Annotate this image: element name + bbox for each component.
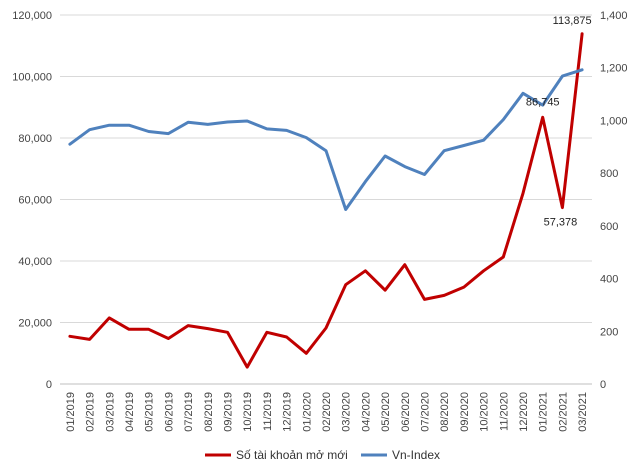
left-tick-label: 120,000: [12, 10, 52, 22]
series-line-vn-index: [68, 68, 584, 211]
x-tick-label: 03/2019: [104, 392, 116, 432]
series-lines: [68, 32, 584, 369]
x-tick-label: 01/2021: [538, 392, 550, 432]
data-label: 86,745: [526, 96, 560, 108]
gridlines: [60, 14, 592, 323]
x-axis: 01/2019 02/2019 03/2019 04/2019 05/2019 06/20…: [60, 383, 592, 432]
x-tick-label: 10/2019: [242, 392, 254, 432]
x-tick-label: 01/2019: [65, 392, 77, 432]
x-tick-label: 02/2020: [321, 392, 333, 432]
x-tick-label: 02/2021: [557, 392, 569, 432]
x-tick-label: 02/2019: [85, 392, 97, 432]
x-tick-label: 07/2020: [420, 392, 432, 432]
x-tick-label: 10/2020: [479, 392, 491, 432]
left-tick-label: 0: [46, 379, 52, 391]
x-tick-label: 05/2020: [380, 392, 392, 432]
x-tick-label: 12/2020: [518, 392, 530, 432]
series-line-new-accounts: [68, 32, 584, 369]
x-tick-label: 08/2020: [439, 392, 451, 432]
data-label: 57,378: [544, 217, 578, 229]
x-tick-label: 08/2019: [203, 392, 215, 432]
right-tick-label: 0: [600, 379, 606, 391]
left-y-axis: 0 20,000 40,000 60,000 80,000 100,000 120,000: [12, 10, 52, 391]
right-y-axis: 0 200 400 600 800 1,000 1,200 1,400: [600, 10, 628, 391]
left-tick-label: 100,000: [12, 72, 52, 84]
x-tick-label: 09/2019: [222, 392, 234, 432]
x-tick-label: 07/2019: [183, 392, 195, 432]
x-tick-label: 01/2020: [301, 392, 313, 432]
x-tick-label: 04/2019: [124, 392, 136, 432]
right-tick-label: 400: [600, 274, 618, 286]
data-label: 113,875: [553, 15, 592, 27]
x-tick-label: 09/2020: [459, 392, 471, 432]
legend: Số tài khoản mở mới Vn-Index: [205, 448, 440, 462]
left-tick-label: 40,000: [18, 256, 52, 268]
x-tick-label: 06/2020: [400, 392, 412, 432]
x-tick-label: 06/2019: [163, 392, 175, 432]
x-tick-label: 11/2020: [498, 392, 510, 431]
x-tick-label: 03/2020: [341, 392, 353, 432]
right-tick-label: 200: [600, 326, 618, 338]
x-tick-label: 12/2019: [282, 392, 294, 432]
legend-label: Số tài khoản mở mới: [236, 448, 348, 462]
x-tick-label: 03/2021: [577, 392, 589, 432]
right-tick-label: 800: [600, 168, 618, 180]
right-tick-label: 1,000: [600, 115, 628, 127]
left-tick-label: 80,000: [18, 133, 52, 145]
right-tick-label: 600: [600, 221, 618, 233]
x-tick-label: 05/2019: [144, 392, 156, 432]
right-tick-label: 1,200: [600, 63, 628, 75]
right-tick-label: 1,400: [600, 10, 628, 22]
x-tick-label: 04/2020: [360, 392, 372, 432]
legend-label: Vn-Index: [392, 448, 440, 462]
data-labels: 86,745 57,378 113,875: [526, 15, 592, 229]
left-tick-label: 20,000: [18, 318, 52, 330]
left-tick-label: 60,000: [18, 195, 52, 207]
x-tick-label: 11/2019: [262, 392, 274, 431]
